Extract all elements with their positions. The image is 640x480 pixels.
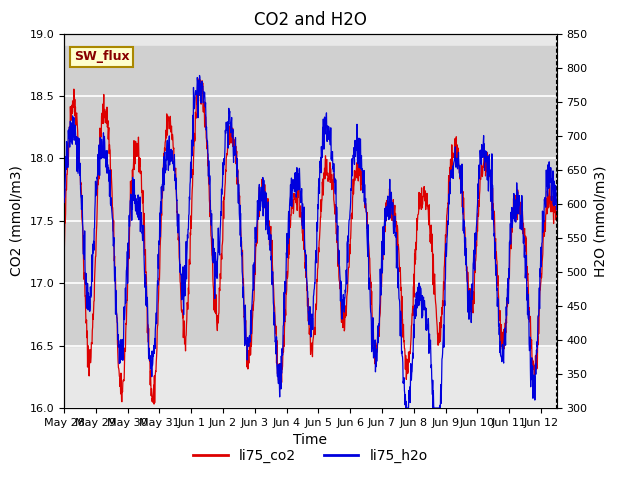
Title: CO2 and H2O: CO2 and H2O bbox=[254, 11, 367, 29]
Y-axis label: H2O (mmol/m3): H2O (mmol/m3) bbox=[593, 165, 607, 276]
Legend: li75_co2, li75_h2o: li75_co2, li75_h2o bbox=[188, 443, 433, 468]
X-axis label: Time: Time bbox=[293, 433, 328, 447]
Bar bbox=[64, 46, 557, 346]
Y-axis label: CO2 (mmol/m3): CO2 (mmol/m3) bbox=[10, 166, 24, 276]
Text: SW_flux: SW_flux bbox=[74, 50, 129, 63]
